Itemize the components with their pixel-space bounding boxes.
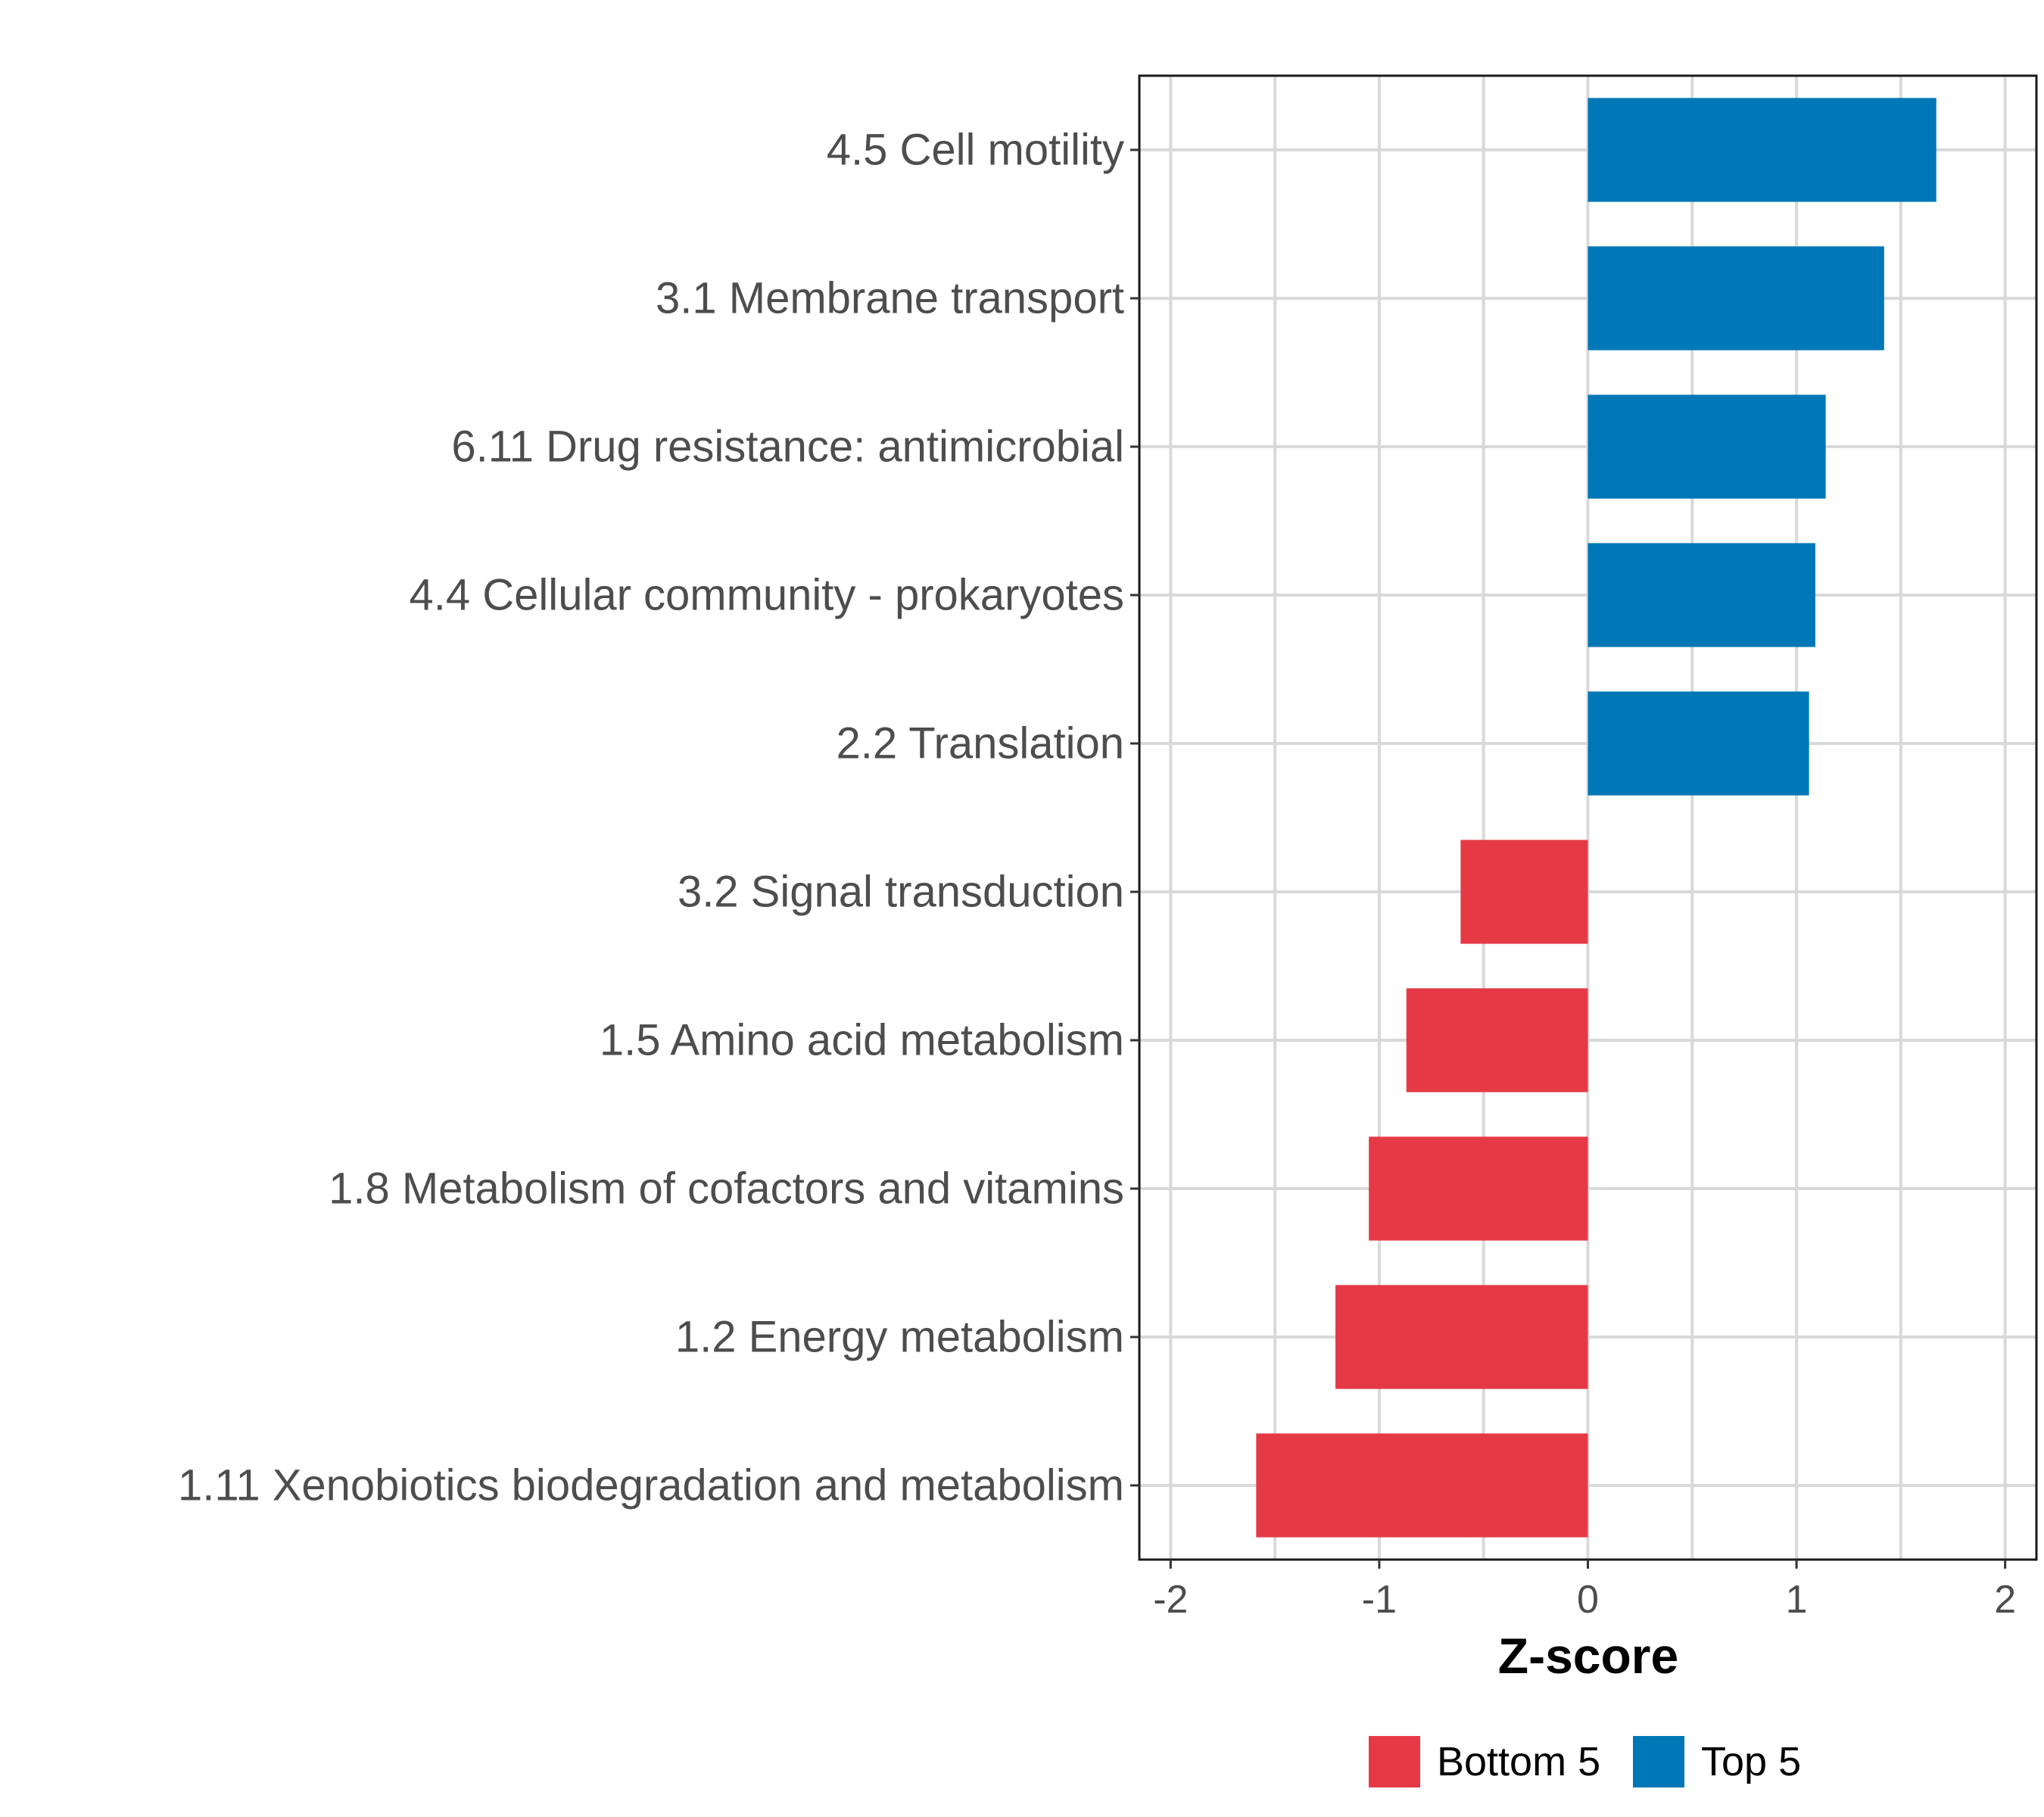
y-tick-label: 4.5 Cell motility: [827, 126, 1124, 175]
bar: [1588, 543, 1815, 647]
y-axis: 4.5 Cell motility 3.1 Membrane transport 6…: [178, 126, 1139, 1510]
y-tick-label: 1.2 Energy metabolism: [675, 1313, 1124, 1362]
bar: [1588, 246, 1884, 351]
x-tick-label: 1: [1786, 1578, 1808, 1622]
y-tick-label: 4.4 Cellular community - prokaryotes: [410, 571, 1124, 620]
y-tick-label: 2.2 Translation: [837, 719, 1124, 768]
bar: [1369, 1136, 1588, 1241]
y-tick-label: 3.1 Membrane transport: [656, 274, 1124, 323]
x-axis-title: Z-score: [1498, 1628, 1678, 1684]
y-tick-label: 1.5 Amino acid metabolism: [600, 1016, 1124, 1065]
bar: [1335, 1285, 1588, 1389]
x-tick-label: 2: [1994, 1578, 2016, 1622]
legend-swatch: [1369, 1736, 1420, 1787]
bar: [1588, 394, 1826, 499]
x-axis: -2 -1 0 1 2: [1153, 1560, 2016, 1622]
x-tick-label: -1: [1362, 1578, 1397, 1622]
bars: [1256, 98, 1937, 1538]
x-tick-label: -2: [1153, 1578, 1188, 1622]
legend-label: Bottom 5: [1437, 1739, 1600, 1784]
bar: [1588, 691, 1809, 796]
bar: [1406, 988, 1588, 1092]
bar: [1460, 840, 1588, 944]
bar: [1588, 98, 1937, 202]
y-tick-label: 1.11 Xenobiotics biodegradation and meta…: [178, 1461, 1124, 1510]
legend-swatch: [1633, 1736, 1684, 1787]
legend: Bottom 5 Top 5: [1369, 1736, 1801, 1787]
vertical-gridlines: [1169, 76, 2007, 1560]
y-tick-label: 1.8 Metabolism of cofactors and vitamins: [329, 1164, 1124, 1214]
x-tick-label: 0: [1577, 1578, 1599, 1622]
bar: [1256, 1433, 1588, 1538]
legend-label: Top 5: [1701, 1739, 1801, 1784]
y-tick-label: 6.11 Drug resistance: antimicrobial: [451, 422, 1124, 472]
y-tick-label: 3.2 Signal transduction: [678, 868, 1124, 917]
